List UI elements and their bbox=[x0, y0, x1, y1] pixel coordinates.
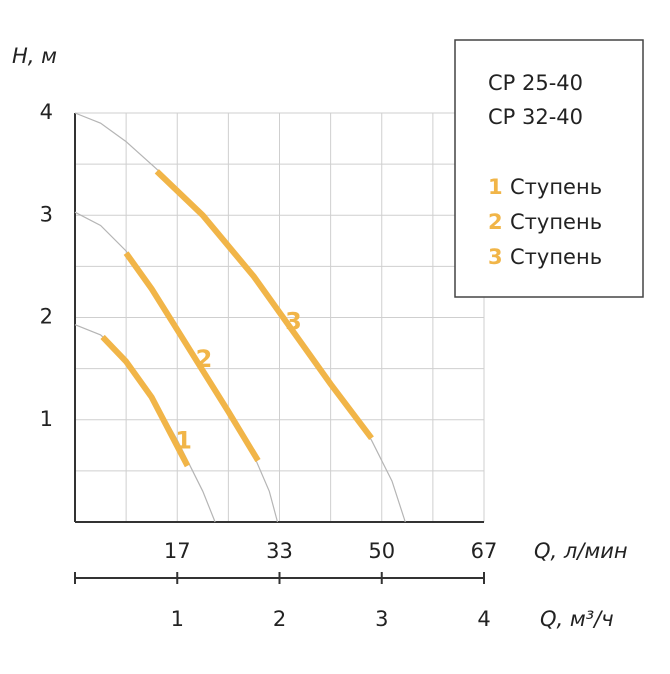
legend-title: CP 32-40 bbox=[488, 105, 583, 129]
legend-number: 2 bbox=[488, 210, 503, 234]
x-tick-label: 2 bbox=[273, 607, 286, 631]
legend-number: 3 bbox=[488, 245, 503, 269]
legend-label: Ступень bbox=[510, 245, 602, 269]
y-tick-label: 4 bbox=[40, 100, 53, 124]
legend-label: Ступень bbox=[510, 175, 602, 199]
pump-curve bbox=[74, 211, 279, 523]
x2-tick-label: 50 bbox=[368, 539, 395, 563]
working-range bbox=[100, 334, 191, 468]
curve-label: 1 bbox=[175, 427, 192, 455]
x-tick-label: 4 bbox=[477, 607, 490, 631]
x2-tick-label: 33 bbox=[266, 539, 293, 563]
x-tick-label: 1 bbox=[171, 607, 184, 631]
legend-title: CP 25-40 bbox=[488, 71, 583, 95]
legend-label: Ступень bbox=[510, 210, 602, 234]
y-tick-label: 1 bbox=[40, 407, 53, 431]
x2-tick-label: 17 bbox=[164, 539, 191, 563]
y-tick-label: 3 bbox=[40, 202, 53, 226]
x2-axis-title: Q, л/мин bbox=[534, 539, 628, 563]
working-range bbox=[123, 251, 261, 463]
curve-label: 3 bbox=[285, 307, 302, 335]
legend-number: 1 bbox=[488, 175, 503, 199]
y-tick-label: 2 bbox=[40, 305, 53, 329]
x-tick-label: 3 bbox=[375, 607, 388, 631]
legend-box bbox=[454, 39, 644, 298]
curve-label: 2 bbox=[196, 345, 213, 373]
working-range bbox=[154, 169, 374, 441]
x2-tick-label: 67 bbox=[471, 539, 498, 563]
x-axis-title: Q, м³/ч bbox=[540, 607, 614, 631]
y-axis-title: H, м bbox=[12, 44, 57, 68]
